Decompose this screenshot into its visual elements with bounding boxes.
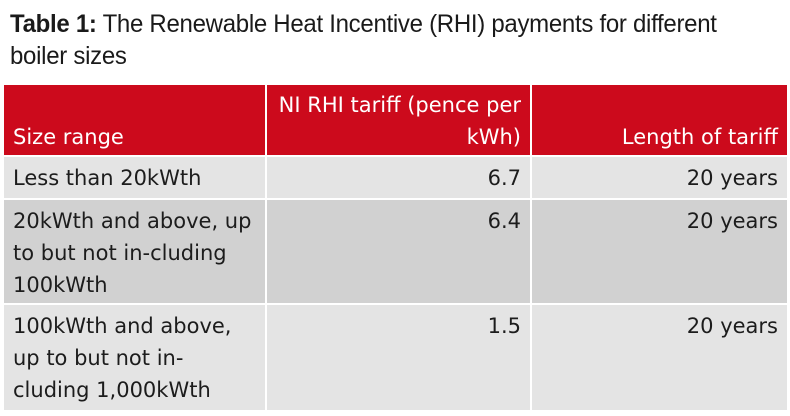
table-row: 20kWth and above, up to but not in-cludi… xyxy=(2,198,789,305)
table-title: Table 1: The Renewable Heat Incentive (R… xyxy=(10,8,749,72)
header-size-range: Size range xyxy=(2,83,267,157)
table-label: Table 1: xyxy=(10,10,97,38)
cell-length: 20 years xyxy=(530,303,789,412)
cell-tariff: 1.5 xyxy=(265,303,532,412)
cell-size: Less than 20kWth xyxy=(2,155,267,200)
header-row: Size range NI RHI tariff (pence per kWh)… xyxy=(2,83,789,157)
header-tariff: NI RHI tariff (pence per kWh) xyxy=(265,83,532,157)
cell-size: 100kWth and above, up to but not in-clud… xyxy=(2,303,267,412)
header-length: Length of tariff xyxy=(530,83,789,157)
table-caption: The Renewable Heat Incentive (RHI) payme… xyxy=(10,10,717,70)
cell-size: 20kWth and above, up to but not in-cludi… xyxy=(2,198,267,305)
table-row: 100kWth and above, up to but not in-clud… xyxy=(2,303,789,412)
rhi-table: Size range NI RHI tariff (pence per kWh)… xyxy=(2,83,789,412)
table-row: Less than 20kWth 6.7 20 years xyxy=(2,155,789,200)
cell-length: 20 years xyxy=(530,198,789,305)
cell-tariff: 6.4 xyxy=(265,198,532,305)
cell-length: 20 years xyxy=(530,155,789,200)
cell-tariff: 6.7 xyxy=(265,155,532,200)
